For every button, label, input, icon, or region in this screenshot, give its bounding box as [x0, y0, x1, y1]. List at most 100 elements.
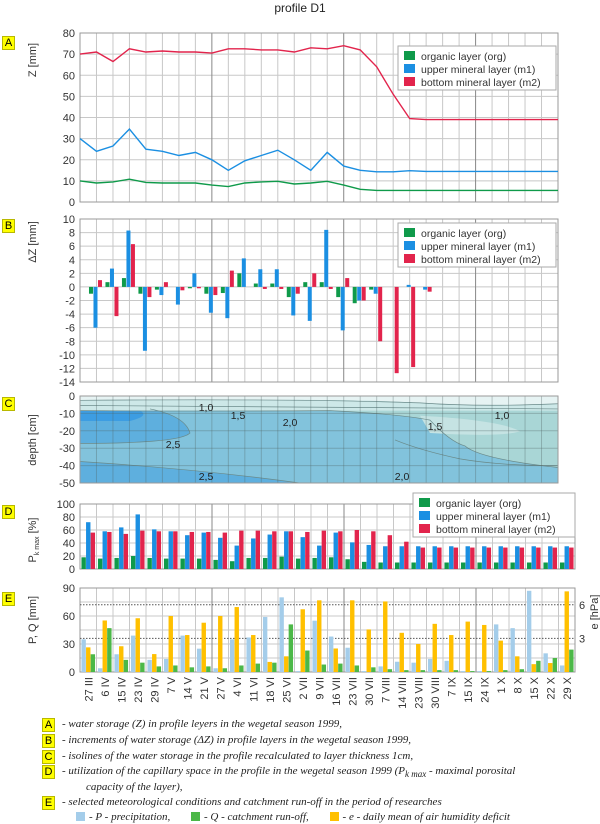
- bar-org: [286, 286, 291, 298]
- panel-c-ylabel: depth [cm]: [27, 414, 39, 465]
- panel-e-plot-border: [79, 587, 576, 673]
- bar-m2: [387, 535, 393, 569]
- y-tick-label: 4: [69, 255, 75, 267]
- y-right-tick-label: 3: [579, 633, 585, 645]
- series-line-m2: [79, 44, 558, 121]
- bar-org: [444, 562, 449, 569]
- ylabel-main: P: [27, 555, 39, 562]
- bar-m1: [531, 546, 536, 569]
- bar-m1: [192, 273, 197, 287]
- panel-a-legend: organic layer (org)upper mineral layer (…: [397, 45, 557, 91]
- note-tag-d: D: [42, 765, 55, 779]
- bar-m2: [361, 286, 366, 301]
- panel-b-plot-border: [79, 218, 559, 383]
- x-tick-label: 16 VII: [331, 677, 343, 706]
- bar-P: [444, 660, 449, 672]
- bar-m1: [350, 542, 355, 569]
- bar-e: [482, 624, 487, 672]
- legend-entry: organic layer (org): [436, 498, 521, 510]
- bar-Q: [486, 671, 492, 672]
- bar-Q: [437, 670, 442, 672]
- panel-e-ylabel-right: e [hPa]: [589, 595, 600, 630]
- bar-m2: [338, 531, 343, 569]
- y-tick-label: 0: [69, 197, 75, 209]
- bar-org: [543, 562, 548, 569]
- y-tick-label: 60: [63, 525, 75, 537]
- bar-m2: [404, 541, 409, 569]
- bar-P: [312, 620, 317, 672]
- x-tick-label: 29 X: [562, 676, 574, 699]
- bar-e: [251, 635, 256, 672]
- bar-e: [135, 618, 140, 672]
- bar-P: [345, 647, 350, 672]
- bar-e: [564, 591, 569, 672]
- bar-org: [369, 286, 374, 290]
- contour-label: 2,5: [166, 439, 181, 451]
- bar-org: [121, 278, 126, 287]
- bar-org: [559, 562, 565, 569]
- bar-Q: [470, 671, 475, 672]
- bar-e: [416, 644, 421, 672]
- bar-m1: [135, 514, 140, 569]
- bar-m2: [486, 547, 492, 569]
- bar-P: [246, 637, 251, 672]
- legend-swatch: [404, 77, 415, 86]
- bar-m2: [312, 273, 317, 287]
- bar-e: [300, 609, 305, 672]
- x-tick-label: 18 VI: [265, 677, 277, 703]
- bar-m2: [288, 531, 294, 569]
- bar-Q: [404, 670, 409, 672]
- legend-swatch: [404, 254, 415, 263]
- note-b: - increments of water storage (ΔZ) in pr…: [62, 734, 412, 746]
- bar-m1: [548, 546, 553, 569]
- y-tick-label: 40: [63, 113, 75, 125]
- y-tick-label: -14: [59, 377, 75, 389]
- bar-m1: [416, 546, 421, 569]
- bar-m1: [498, 546, 503, 569]
- panel-tag-c: C: [2, 397, 15, 411]
- bar-m2: [328, 286, 333, 289]
- bar-P: [213, 668, 218, 672]
- bar-org: [187, 286, 192, 289]
- x-tick-label: 24 IX: [479, 676, 491, 702]
- legend-swatch: [404, 241, 415, 250]
- note-d: - utilization of the capillary space in …: [62, 765, 516, 779]
- legend-swatch-q: [191, 812, 201, 821]
- bar-org: [204, 286, 209, 294]
- panel-tag-a: A: [2, 36, 15, 50]
- bar-m2: [123, 533, 129, 569]
- bar-org: [361, 561, 367, 569]
- bar-m2: [262, 286, 267, 289]
- legend-box: [397, 222, 557, 268]
- bar-Q: [255, 663, 261, 672]
- bar-m1: [126, 230, 131, 287]
- bar-org: [105, 282, 110, 287]
- y-tick-label: -2: [65, 296, 75, 308]
- contour-region-3-0: [80, 410, 144, 421]
- note-c: - isolines of the water storage in the p…: [62, 750, 414, 762]
- ylabel-unit: [%]: [27, 518, 39, 537]
- bar-P: [163, 658, 169, 672]
- bar-org: [427, 562, 433, 569]
- bar-e: [185, 635, 190, 672]
- bar-org: [97, 558, 103, 569]
- legend-swatch: [419, 524, 430, 533]
- note-d-text2: - maximal porosital: [426, 765, 516, 777]
- bar-m1: [399, 546, 404, 569]
- bar-m1: [406, 284, 411, 287]
- bar-e: [168, 616, 173, 672]
- bar-Q: [321, 664, 327, 672]
- y-tick-label: -6: [65, 323, 75, 335]
- bar-m2: [305, 531, 310, 569]
- bar-m1: [300, 537, 305, 569]
- bar-org: [526, 562, 532, 569]
- bar-e: [531, 664, 536, 672]
- bar-m2: [107, 531, 112, 569]
- bar-org: [130, 556, 136, 569]
- bar-P: [427, 658, 433, 672]
- bar-m2: [114, 286, 119, 317]
- note-tag-c: C: [42, 750, 55, 764]
- y-tick-label: 0: [69, 391, 75, 403]
- y-tick-label: -50: [59, 478, 75, 490]
- legend-swatch-p: [76, 812, 85, 821]
